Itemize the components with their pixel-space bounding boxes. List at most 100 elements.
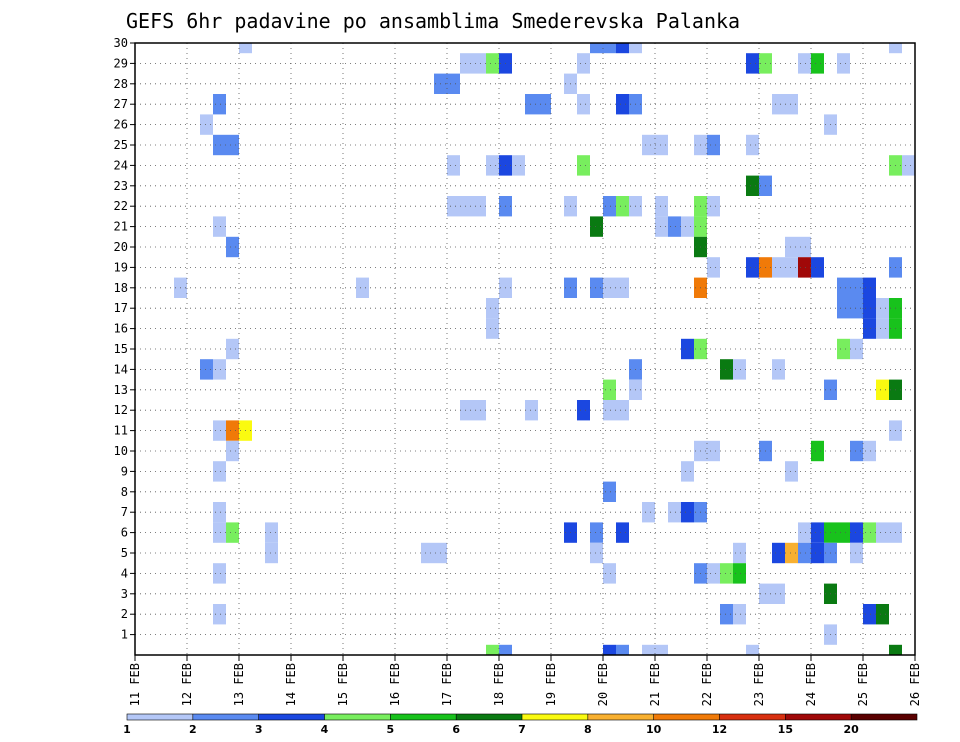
heatmap-cell <box>772 94 785 115</box>
y-tick-label: 10 <box>114 444 128 458</box>
heatmap-cell <box>213 461 226 482</box>
heatmap-cell <box>733 604 746 625</box>
colorbar-swatch <box>522 714 588 720</box>
gridlines <box>135 43 915 655</box>
colorbar-swatch <box>587 714 654 720</box>
y-tick-label: 11 <box>114 424 128 438</box>
y-tick-label: 21 <box>114 220 128 234</box>
colorbar-swatch <box>851 714 917 720</box>
x-tick-label: 21 FEB <box>648 663 662 706</box>
heatmap-cell <box>850 542 863 564</box>
x-tick-label: 22 FEB <box>700 663 714 706</box>
heatmap-cell <box>720 604 733 625</box>
heatmap-cell <box>811 542 824 564</box>
heatmap-cell <box>876 604 889 625</box>
heatmap-cell <box>876 522 889 543</box>
colorbar-swatch <box>192 714 259 720</box>
heatmap-cell <box>746 175 759 196</box>
heatmap-cell <box>603 644 616 655</box>
heatmap-cell <box>785 94 798 115</box>
heatmap-cell <box>785 461 798 482</box>
heatmap-cell <box>616 43 629 54</box>
colorbar-tick-label: 4 <box>321 723 329 736</box>
x-tick-label: 26 FEB <box>908 663 922 706</box>
heatmap-cell <box>473 400 486 421</box>
heatmap-cell <box>668 216 681 237</box>
heatmap-cell <box>798 53 811 74</box>
heatmap-cell <box>798 542 811 564</box>
heatmap-cell <box>863 440 876 462</box>
heatmap-cell <box>863 522 876 543</box>
y-tick-label: 8 <box>121 485 128 499</box>
heatmap-cell <box>213 216 226 237</box>
x-tick-label: 11 FEB <box>128 663 142 706</box>
heatmap-cell <box>213 522 226 543</box>
x-axis: 11 FEB 12 FEB 13 FEB 14 FEB 15 FEB 16 FEB 17 F… <box>128 655 922 706</box>
heatmap-cell <box>642 644 655 655</box>
heatmap-cell <box>681 461 694 482</box>
heatmap-cell <box>733 563 746 584</box>
heatmap-cell <box>772 542 785 564</box>
x-tick-label: 12 FEB <box>180 663 194 706</box>
heatmap-cell <box>213 563 226 584</box>
colorbar-swatch <box>785 714 852 720</box>
heatmap-cell <box>486 644 499 655</box>
heatmap-cell <box>876 379 889 400</box>
heatmap-cell <box>850 277 863 298</box>
heatmap-cell <box>486 318 499 339</box>
y-tick-label: 12 <box>114 403 128 417</box>
y-tick-label: 7 <box>121 505 128 519</box>
heatmap-cell <box>902 155 915 176</box>
heatmap-cell <box>603 563 616 584</box>
heatmap-cell <box>603 43 616 54</box>
colorbar-frame <box>126 713 918 721</box>
heatmap-cell <box>772 257 785 278</box>
heatmap-cell <box>681 216 694 237</box>
colorbar-tick-label: 6 <box>452 723 460 736</box>
colorbar-tick-label: 1 <box>123 723 131 736</box>
heatmap-cell <box>616 400 629 421</box>
heatmap-cell <box>512 155 525 176</box>
heatmap-cell <box>668 502 681 523</box>
heatmap-cell <box>460 196 473 217</box>
heatmap-cell <box>798 522 811 543</box>
heatmap-cell <box>447 155 460 176</box>
y-tick-label: 24 <box>114 158 128 172</box>
heatmap-cell <box>811 257 824 278</box>
heatmap-cell <box>590 43 603 54</box>
x-tick-label: 20 FEB <box>596 663 610 706</box>
heatmap-cell <box>681 338 694 360</box>
heatmap-cell <box>863 298 876 319</box>
y-tick-label: 3 <box>121 587 128 601</box>
colorbar-tick-label: 5 <box>387 723 395 736</box>
heatmap-cell <box>837 522 850 543</box>
heatmap-cell <box>460 53 473 74</box>
heatmap-cell <box>486 298 499 319</box>
heatmap-cell <box>720 359 733 380</box>
heatmap-cell <box>850 338 863 360</box>
heatmap-cell <box>590 216 603 237</box>
x-tick-label: 17 FEB <box>440 663 454 706</box>
x-tick-label: 25 FEB <box>856 663 870 706</box>
heatmap-cell <box>811 53 824 74</box>
colorbar-swatch <box>390 714 457 720</box>
x-tick-label: 18 FEB <box>492 663 506 706</box>
y-tick-label: 30 <box>114 36 128 50</box>
heatmap-cell <box>863 277 876 298</box>
heatmap-cell <box>473 53 486 74</box>
heatmap-cell <box>213 94 226 115</box>
colorbar-tick-label: 7 <box>518 723 526 736</box>
heatmap-cell <box>707 563 720 584</box>
y-tick-label: 14 <box>114 362 128 376</box>
x-tick-label: 14 FEB <box>284 663 298 706</box>
heatmap-cell <box>200 114 213 135</box>
heatmap-cell <box>525 94 538 115</box>
y-tick-label: 9 <box>121 464 128 478</box>
y-tick-label: 15 <box>114 342 128 356</box>
y-tick-label: 23 <box>114 179 128 193</box>
heatmap-cell <box>603 400 616 421</box>
heatmap-cell <box>447 73 460 94</box>
heatmap-cell <box>226 236 239 258</box>
heatmap-cell <box>720 563 733 584</box>
heatmap-cell <box>811 440 824 462</box>
